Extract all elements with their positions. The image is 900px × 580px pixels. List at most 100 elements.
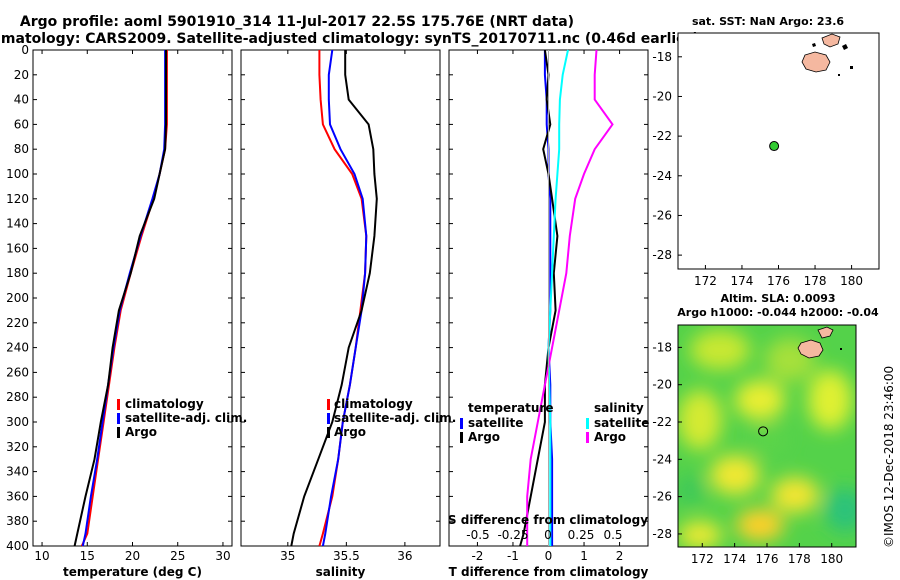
map-x-tick-label: 176	[767, 274, 790, 288]
map-y-tick-label: -24	[652, 169, 672, 183]
x-tick-label: -1	[507, 549, 519, 563]
x-tick-label: 20	[125, 549, 140, 563]
sla-heatmap	[678, 325, 856, 547]
map-y-tick-label: -18	[652, 50, 672, 64]
legend-label: climatology	[334, 397, 413, 411]
title-line-2: Climatology: CARS2009. Satellite-adjuste…	[0, 31, 699, 47]
sst-map: 172 174 176 178 180 -18 -20 -22 -24 -26 -28	[652, 32, 880, 288]
fiji-island-outline-sla	[797, 326, 842, 359]
y-tick-label: 400	[6, 539, 29, 553]
map-x-tick-label: 180	[840, 274, 863, 288]
s-diff-tick-label: 0	[544, 528, 552, 542]
legend-label: satellite-adj. clim.	[125, 411, 247, 425]
legend-swatch	[586, 418, 589, 429]
y-tick-label: 360	[6, 489, 29, 503]
map-y-tick-label: -18	[652, 340, 672, 354]
legend-swatch	[117, 399, 120, 410]
legend-label: satellite-adj. clim.	[334, 411, 456, 425]
s-diff-tick-label: -0.25	[497, 528, 528, 542]
legend-swatch	[117, 427, 120, 438]
x-tick-label: 2	[616, 549, 624, 563]
x-tick-label: 25	[170, 549, 185, 563]
argo-float-marker	[769, 141, 780, 152]
legend-label: satellite	[594, 416, 649, 430]
legend-title-temperature: temperature	[468, 401, 553, 415]
y-tick-label: 280	[6, 390, 29, 404]
map-x-tick-label: 176	[756, 552, 779, 566]
series-line-argo	[73, 50, 167, 547]
map-x-tick-label: 174	[723, 552, 746, 566]
y-tick-label: 300	[6, 415, 29, 429]
sst-map-frame	[677, 32, 880, 270]
series-line-salinity-argo	[526, 49, 614, 546]
legend-label: Argo	[125, 425, 157, 439]
legend-label: climatology	[125, 397, 204, 411]
sla-map: 172 174 176 178 180 -18 -20 -22 -24 -26 -28	[652, 324, 857, 566]
series-line-salinity-satellite	[547, 49, 569, 546]
legend-label: Argo	[334, 425, 366, 439]
sla-map-subtitle: Argo h1000: -0.044 h2000: -0.04	[677, 306, 879, 319]
map-y-tick-label: -26	[652, 490, 672, 504]
map-y-tick-label: -24	[652, 452, 672, 466]
imos-credit-label: ©IMOS 12-Dec-2018 23:46:00	[882, 366, 896, 548]
x-tick-label: -2	[471, 549, 483, 563]
series-line-temperature-argo	[519, 49, 559, 547]
legend-swatch	[327, 413, 330, 424]
y-tick-label: 60	[14, 117, 29, 131]
s-diff-tick-label: 0.25	[568, 528, 595, 542]
y-tick-label: 80	[14, 142, 29, 156]
x-axis-label: temperature (deg C)	[63, 565, 202, 579]
x-tick-label: 35.5	[333, 549, 360, 563]
temperature-chart: 0 20 40 60 80 100 120 140 160 180 200 220 240 260 280 3…	[6, 43, 247, 579]
map-y-tick-label: -26	[652, 208, 672, 222]
y-tick-label: 20	[14, 68, 29, 82]
y-tick-label: 240	[6, 341, 29, 355]
x-axis-label: T difference from climatology	[449, 565, 649, 579]
salinity-chart: 35 35.5 36 salinity climatologysatellite-adj…	[241, 49, 456, 579]
legend-swatch	[460, 418, 463, 429]
legend-title-salinity: salinity	[594, 401, 644, 415]
y-tick-label: 180	[6, 266, 29, 280]
x-tick-label: 36	[397, 549, 412, 563]
legend-label: Argo	[468, 430, 500, 444]
y-tick-label: 200	[6, 291, 29, 305]
map-y-tick-label: -28	[652, 527, 672, 541]
y-tick-label: 0	[21, 43, 29, 57]
map-x-tick-label: 174	[731, 274, 754, 288]
x-tick-label: 35	[280, 549, 295, 563]
series-line-satellite-adj-clim-	[321, 49, 368, 547]
y-tick-label: 100	[6, 167, 29, 181]
y-tick-label: 120	[6, 192, 29, 206]
legend-label: Argo	[594, 430, 626, 444]
s-diff-tick-label: -0.5	[466, 528, 489, 542]
y-tick-label: 320	[6, 440, 29, 454]
legend-swatch	[117, 413, 120, 424]
map-x-tick-label: 178	[804, 274, 827, 288]
s-diff-tick-label: 0.5	[603, 528, 622, 542]
series-line-satellite-adj-clim-	[81, 50, 167, 547]
salinity-panel-frame	[240, 49, 441, 547]
y-tick-label: 380	[6, 514, 29, 528]
title-line-1: Argo profile: aoml 5901910_314 11-Jul-20…	[20, 14, 574, 30]
y-tick-label: 160	[6, 241, 29, 255]
map-y-tick-label: -20	[652, 89, 672, 103]
temperature-panel-frame	[32, 49, 233, 547]
legend-swatch	[327, 399, 330, 410]
y-tick-label: 220	[6, 316, 29, 330]
sla-map-title: Altim. SLA: 0.0093	[720, 292, 835, 305]
x-tick-label: 30	[215, 549, 230, 563]
map-x-tick-label: 180	[820, 552, 843, 566]
legend-swatch	[327, 427, 330, 438]
series-line-climatology	[318, 50, 368, 547]
difference-chart: -2 -1 0 1 2 T difference from climatology S di…	[448, 49, 649, 579]
x-tick-label: 0	[545, 549, 553, 563]
y-tick-label: 260	[6, 365, 29, 379]
legend-swatch	[586, 432, 589, 443]
legend-label: satellite	[468, 416, 523, 430]
x-tick-label: 15	[80, 549, 95, 563]
s-diff-axis-label: S difference from climatology	[448, 513, 648, 527]
y-tick-label: 340	[6, 465, 29, 479]
x-axis-label: salinity	[316, 565, 366, 579]
map-y-tick-label: -22	[652, 415, 672, 429]
y-tick-label: 40	[14, 93, 29, 107]
